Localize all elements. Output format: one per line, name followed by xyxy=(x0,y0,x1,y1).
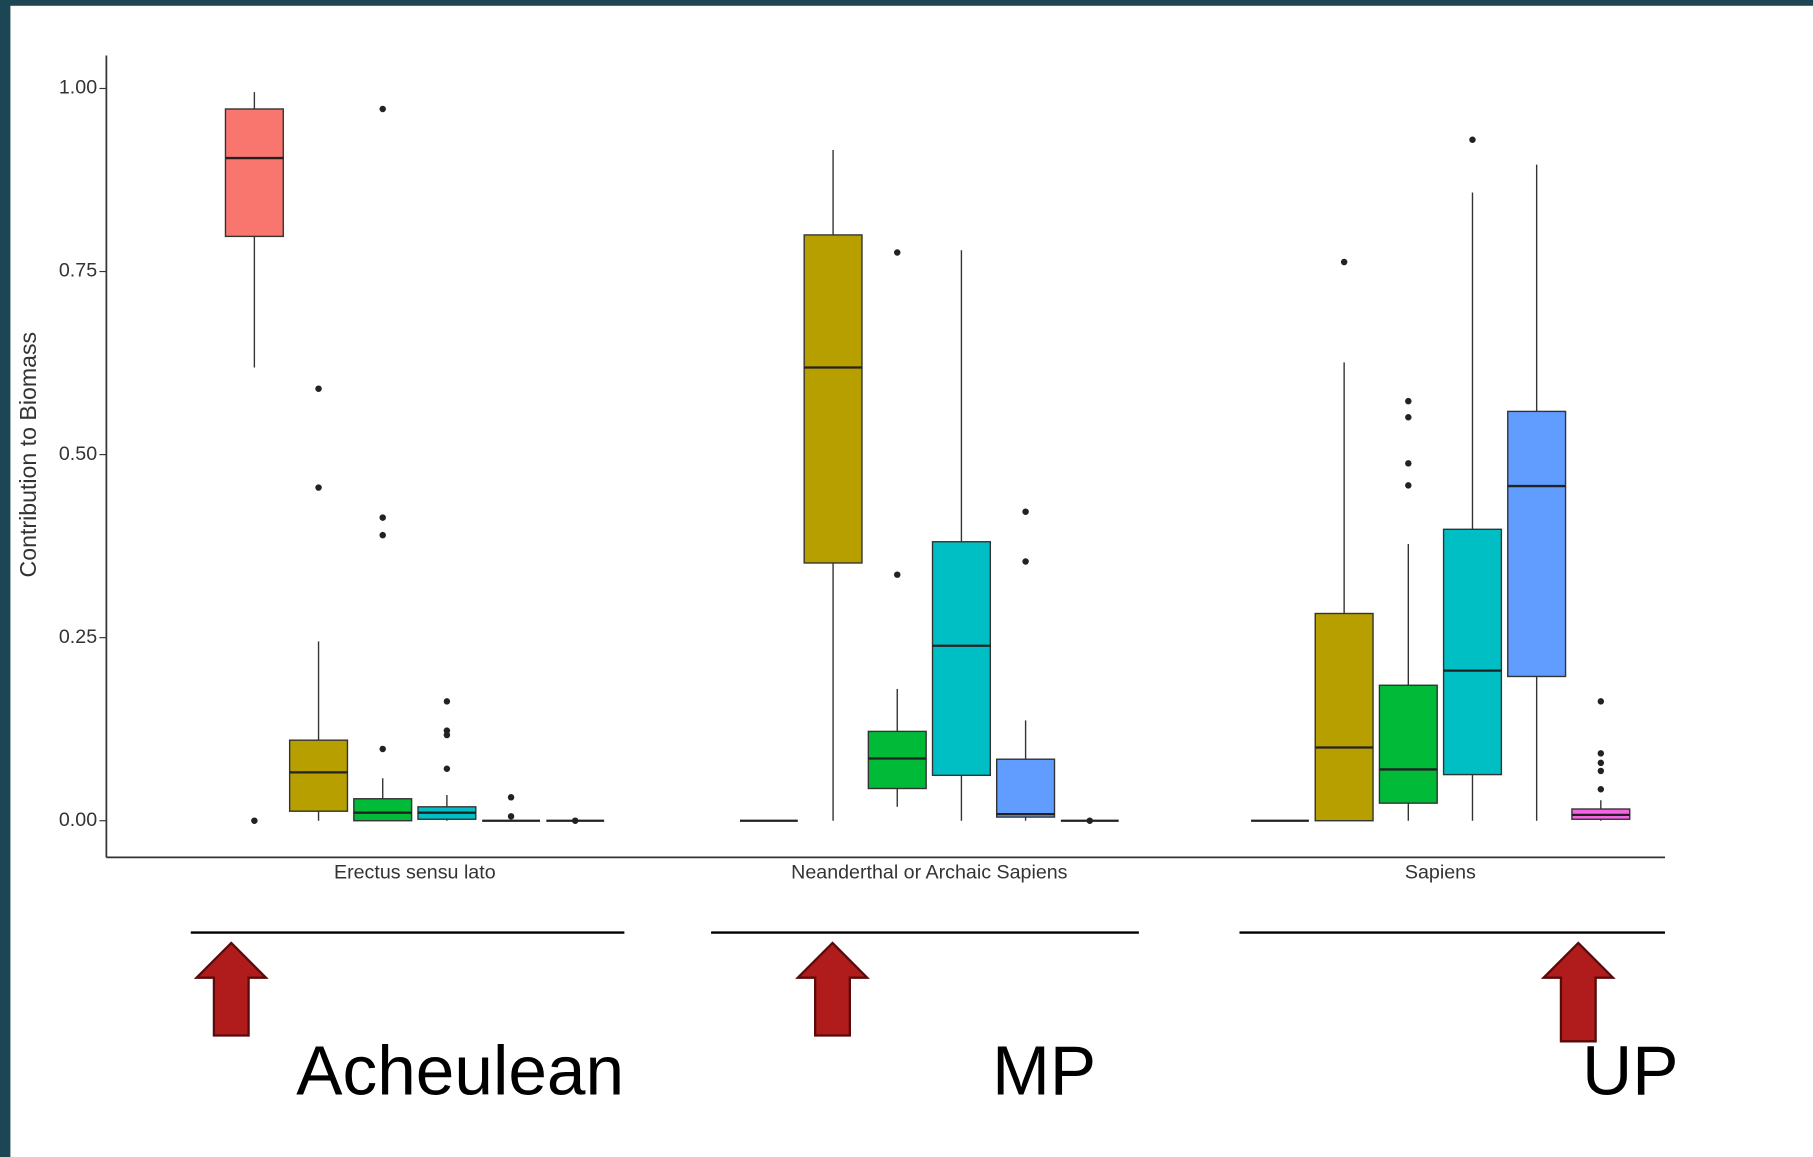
y-tick-label: 1.00 xyxy=(59,77,97,99)
group-label: Erectus sensu lato xyxy=(334,862,496,884)
outlier xyxy=(1598,786,1604,792)
box xyxy=(1444,529,1502,774)
page: Contribution to Biomass 0.00 0.25 0.50 0.75… xyxy=(0,0,1813,1157)
y-tick-label: 0.00 xyxy=(59,809,97,831)
box xyxy=(1508,411,1566,676)
outlier xyxy=(444,698,450,704)
frame-top xyxy=(0,0,1813,6)
outlier xyxy=(1598,768,1604,774)
chart: Contribution to Biomass 0.00 0.25 0.50 0.75… xyxy=(0,0,1813,1157)
outlier xyxy=(894,249,900,255)
outlier xyxy=(1405,460,1411,466)
period-label: UP xyxy=(1582,1031,1678,1109)
y-axis-label: Contribution to Biomass xyxy=(15,332,41,578)
outlier xyxy=(508,813,514,819)
outlier xyxy=(1341,259,1347,265)
box xyxy=(225,109,283,236)
box xyxy=(868,731,926,788)
outlier xyxy=(315,385,321,391)
period-label: MP xyxy=(992,1031,1096,1109)
outlier xyxy=(1022,508,1028,514)
outlier xyxy=(1469,137,1475,143)
box xyxy=(804,235,862,563)
outlier xyxy=(572,817,578,823)
group-label: Sapiens xyxy=(1405,862,1476,884)
y-tick-label: 0.50 xyxy=(59,443,97,465)
outlier xyxy=(1598,760,1604,766)
outlier xyxy=(1405,482,1411,488)
box xyxy=(354,799,412,821)
outlier xyxy=(508,794,514,800)
outlier xyxy=(379,746,385,752)
outlier xyxy=(379,532,385,538)
box xyxy=(290,740,348,811)
outlier xyxy=(1022,558,1028,564)
outlier xyxy=(444,765,450,771)
outlier xyxy=(1598,698,1604,704)
box xyxy=(1379,685,1437,803)
outlier xyxy=(1087,817,1093,823)
outlier xyxy=(379,514,385,520)
box xyxy=(997,759,1055,817)
box xyxy=(933,542,991,776)
outlier xyxy=(444,727,450,733)
y-tick-label: 0.75 xyxy=(59,260,97,282)
period-label: Acheulean xyxy=(296,1031,624,1109)
box xyxy=(1315,614,1373,821)
frame-left xyxy=(0,0,10,1157)
y-tick-label: 0.25 xyxy=(59,626,97,648)
outlier xyxy=(1598,750,1604,756)
group-label: Neanderthal or Archaic Sapiens xyxy=(791,862,1068,884)
outlier xyxy=(251,817,257,823)
outlier xyxy=(379,106,385,112)
outlier xyxy=(315,484,321,490)
outlier xyxy=(1405,414,1411,420)
outlier xyxy=(894,571,900,577)
outlier xyxy=(1405,398,1411,404)
